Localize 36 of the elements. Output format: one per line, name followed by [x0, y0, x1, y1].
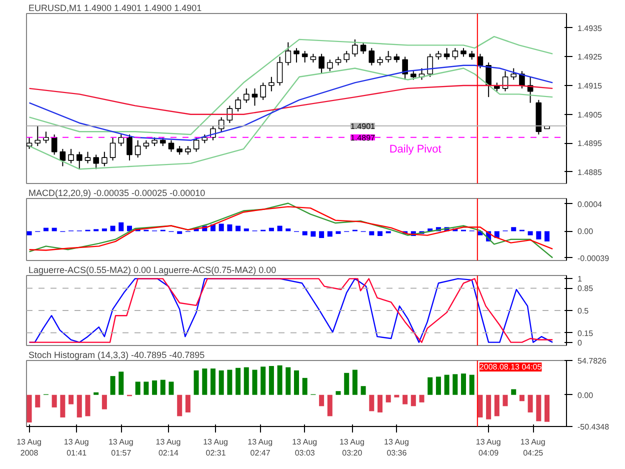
x-tick-label: 13 Aug 03:20 — [339, 438, 364, 458]
y-tick-label: -50.4348 — [578, 422, 610, 432]
chart-title: EURUSD,M1 1.4900 1.4901 1.4900 1.4901 — [28, 3, 202, 13]
x-tick-label: 13 Aug 04:09 — [476, 438, 501, 458]
y-tick-label: 1.4905 — [578, 110, 603, 120]
x-tick-label: 13 Aug 03:03 — [292, 438, 318, 458]
y-tick-label: 0.5 — [578, 306, 590, 316]
x-tick-label: 13 Aug 2008 — [16, 438, 42, 458]
x-tick-label: 13 Aug 01:57 — [108, 438, 134, 458]
y-tick-label: 0 — [578, 338, 582, 348]
x-tick-label: 13 Aug 02:47 — [248, 438, 273, 458]
ref-line-label: 1.4901 — [350, 122, 376, 131]
chart-title: MACD(12,20,9) -0.00035 -0.00025 -0.00010 — [28, 188, 206, 198]
y-tick-label: 1.4935 — [578, 24, 603, 33]
y-tick-label: 1.4925 — [578, 52, 603, 62]
y-tick-label: 0.00 — [578, 227, 594, 236]
chart-title: Stoch Histogram (14,3,3) -40.7895 -40.7895 — [28, 350, 205, 360]
ref-line-label: 1.4897 — [350, 133, 376, 142]
y-tick-label: 0.85 — [578, 284, 594, 294]
x-tick-label: 13 Aug 01:41 — [64, 438, 89, 458]
y-tick-label: 0.0004 — [578, 200, 603, 209]
y-tick-label: 1.4915 — [578, 82, 603, 91]
annotation: Daily Pivot — [389, 144, 442, 156]
y-tick-label: 54.7826 — [578, 356, 607, 366]
y-tick-label: -0.00039 — [578, 254, 610, 263]
x-tick-label: 13 Aug 03:36 — [384, 438, 409, 458]
y-tick-label: 0.15 — [578, 328, 594, 338]
y-tick-label: 1.4895 — [578, 139, 603, 148]
y-tick-label: 1.4885 — [578, 168, 603, 177]
x-tick-label: 13 Aug 02:31 — [203, 438, 228, 458]
y-tick-label: 1 — [578, 274, 582, 284]
y-tick-label: 0.00 — [578, 390, 594, 400]
x-tick-label: 13 Aug 04:25 — [520, 438, 546, 458]
chart-title: Laguerre-ACS(0.55-MA2) 0.00 Laguerre-ACS(0.75-MA2) 0.00 — [28, 265, 276, 275]
ref-line-label: 2008.08.13 04:05 — [479, 362, 542, 372]
x-tick-label: 13 Aug 02:14 — [156, 438, 181, 458]
